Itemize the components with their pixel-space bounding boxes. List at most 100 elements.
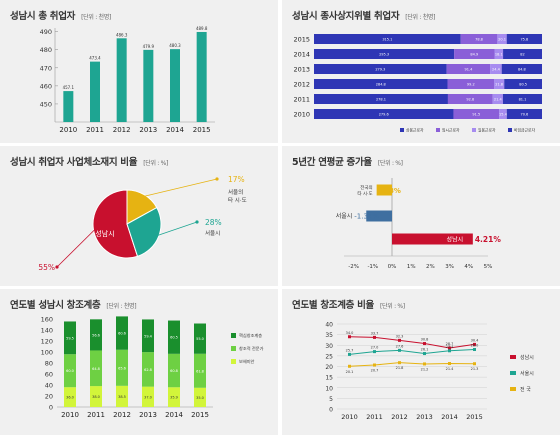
data-label: 27.4 [446, 345, 455, 349]
slice-name: 서울시 [205, 229, 220, 237]
bar [170, 49, 180, 122]
y-tick-label: 35 [325, 332, 333, 339]
bar-segment [497, 34, 507, 44]
segment-label: 75.8 [520, 38, 528, 42]
x-tick-label: -2% [348, 264, 359, 270]
legend-label: 비임금근로자 [514, 128, 535, 133]
x-tick-label: 2% [426, 264, 435, 270]
panel-title: 성남시 취업자 사업체소재지 비율 [단위 : %] [10, 157, 169, 168]
segment-label: 55.0 [196, 337, 204, 341]
data-point [348, 352, 351, 356]
bar-segment [90, 319, 102, 351]
bar-segment [490, 64, 502, 74]
data-label: 33.7 [371, 331, 379, 335]
bar-segment [116, 385, 128, 407]
y-tick-label: 2015 [293, 36, 310, 44]
segment-label: 62.8 [144, 368, 152, 372]
x-tick-label: 1% [407, 264, 416, 270]
leader-dot [215, 177, 219, 181]
data-point [398, 348, 401, 352]
legend-swatch [510, 355, 516, 359]
segment-label: 35.0 [196, 396, 204, 400]
pie-slice [92, 189, 139, 259]
data-label: 30.8 [421, 338, 429, 342]
bar-segment [168, 353, 180, 388]
x-tick-label: 2010 [61, 411, 79, 419]
bar [376, 184, 392, 196]
segment-label: 81.1 [519, 98, 527, 102]
data-label: 479.9 [143, 44, 155, 49]
data-label: 34.0 [346, 331, 354, 335]
x-tick-label: 2014 [441, 413, 458, 421]
value-label: 17% [228, 175, 245, 184]
segment-label: 37.0 [144, 395, 152, 399]
segment-label: 56.6 [92, 333, 100, 337]
segment-label: 64.8 [92, 367, 100, 371]
legend-label: 창조적 전문가 [239, 345, 264, 352]
bar-segment [501, 64, 542, 74]
panel-title: 성남시 종사상지위별 취업자 [단위 : 천명] [292, 11, 436, 22]
x-tick-label: 2012 [391, 413, 408, 421]
total-employed-chart: 450 460 470 480 490 457.1 2010 473.4 2011 486.3 20… [40, 26, 215, 134]
segment-label: 21.4 [494, 98, 503, 102]
bar [392, 233, 473, 245]
employment-status-chart: 2015 315.1 78.8 20.1 75.8 2014 295.3 84.9 18.1 82… [293, 34, 542, 133]
y-tick-label: 480 [40, 46, 52, 54]
bar-segment [142, 352, 154, 387]
data-label: 21.8 [396, 366, 404, 370]
y-tick-label: 80 [45, 360, 53, 368]
category-label: 서울시 [336, 212, 353, 220]
category-label: 전국의 [360, 184, 372, 191]
segment-label: 284.8 [376, 83, 386, 87]
segment-label: 60.6 [118, 332, 126, 336]
y-tick-label: 30 [325, 343, 333, 350]
x-tick-label: 2013 [416, 413, 433, 421]
bar-segment [142, 386, 154, 407]
value-label: -0.8% [379, 187, 401, 195]
bar [143, 49, 154, 122]
segment-label: 91.4 [465, 68, 474, 72]
x-tick-label: 2010 [341, 413, 358, 421]
data-point [398, 361, 401, 365]
bar-segment [494, 79, 505, 89]
segment-label: 20.1 [498, 38, 506, 42]
bar-segment [454, 49, 495, 59]
bar-segment [314, 79, 448, 89]
slice-name: 타 시·도 [228, 196, 247, 204]
x-tick-label: 2015 [191, 411, 209, 419]
x-tick-label: -1% [367, 264, 378, 270]
creative-class-chart: 0 20 40 60 80 100 120 140 160 36.0 60.0 59.5 2010 38.… [41, 316, 264, 420]
segment-label: 279.3 [375, 68, 385, 72]
data-label: 20.7 [371, 369, 379, 373]
segment-label: 65.6 [118, 366, 126, 370]
leader-line [143, 178, 218, 197]
bar-segment [90, 350, 102, 387]
bar-segment [460, 34, 498, 44]
slice-label: 성남시 [95, 229, 114, 238]
data-label: 489.8 [196, 26, 208, 31]
segment-label: 59.4 [144, 334, 153, 338]
data-point [423, 362, 426, 366]
segment-label: 279.6 [379, 113, 389, 117]
data-point [373, 335, 376, 339]
bar-segment [168, 320, 180, 354]
data-label: 21.2 [421, 367, 429, 371]
data-point [448, 349, 451, 353]
legend-label: 핵심창조계층 [239, 332, 262, 339]
bar-segment [503, 49, 542, 59]
y-tick-label: 2011 [293, 96, 310, 104]
bar-segment [447, 94, 493, 104]
bar-segment [116, 349, 128, 386]
bar-segment [64, 387, 76, 407]
segment-label: 84.8 [518, 68, 526, 72]
data-point [423, 342, 426, 346]
data-point [473, 342, 476, 346]
y-tick-label: 20 [325, 364, 333, 371]
pie-slice [126, 206, 162, 257]
segment-label: 35.9 [170, 396, 178, 400]
legend-label: 일용근로자 [478, 128, 496, 133]
data-label: 27.6 [396, 344, 404, 348]
panel-workplace-location: 성남시 취업자 사업체소재지 비율 [단위 : %] 성남시 55% 17% 서울의 타 … [0, 146, 278, 286]
value-label: -1.34% [354, 213, 379, 221]
